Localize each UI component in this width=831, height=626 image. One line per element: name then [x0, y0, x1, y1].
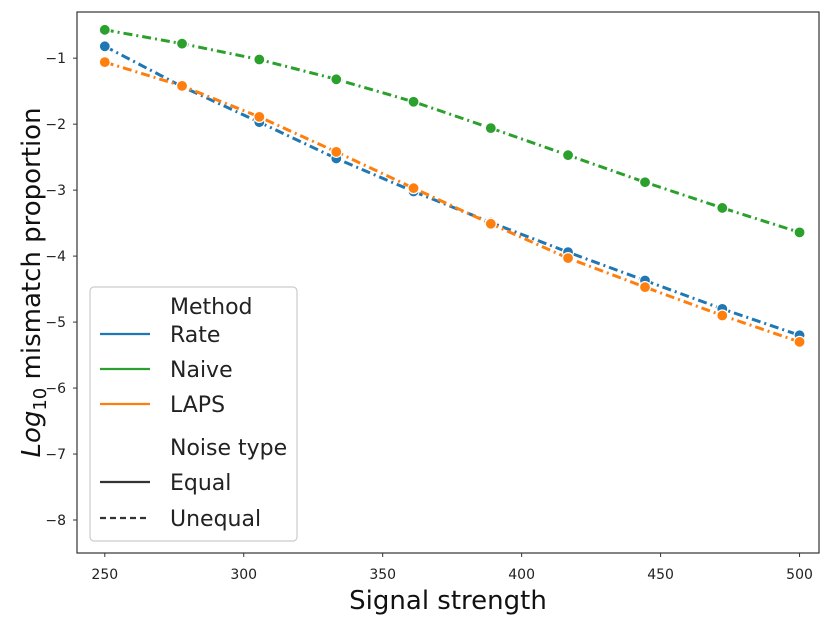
- legend-title-noise: Noise type: [170, 436, 287, 461]
- data-point-naive: [98, 23, 111, 36]
- x-tick-label: 400: [508, 567, 535, 583]
- y-tick-label: −6: [45, 381, 66, 397]
- data-point-laps: [638, 281, 652, 294]
- series-line-naive: [104, 28, 800, 234]
- x-tick-label: 250: [91, 567, 118, 583]
- y-tick-label: −7: [45, 447, 66, 463]
- y-tick-label: −2: [45, 117, 66, 133]
- x-tick-label: 300: [230, 567, 257, 583]
- data-point-naive: [175, 37, 189, 50]
- data-point-laps: [793, 335, 806, 348]
- data-point-naive: [484, 122, 497, 135]
- legend-label-naive: Naive: [170, 358, 233, 383]
- series-group: [98, 23, 806, 348]
- x-tick-label: 350: [369, 567, 396, 583]
- x-tick-label: 450: [647, 567, 674, 583]
- data-point-naive: [716, 201, 729, 215]
- y-tick-label: −5: [45, 315, 66, 331]
- data-point-laps: [253, 110, 266, 124]
- data-point-naive: [330, 73, 343, 86]
- legend-label-equal: Equal: [170, 471, 231, 496]
- data-point-rate: [98, 40, 111, 53]
- data-point-naive: [407, 95, 420, 108]
- data-point-laps: [98, 56, 111, 69]
- y-tick-label: −4: [45, 249, 66, 265]
- legend-title-method: Method: [170, 295, 253, 320]
- y-axis-label: Log10 mismatch proportion: [17, 107, 51, 457]
- series-line-laps: [104, 60, 801, 344]
- data-point-laps: [407, 182, 420, 195]
- data-point-laps: [330, 145, 343, 158]
- legend-label-laps: LAPS: [170, 393, 225, 418]
- y-axis-label-group: Log10 mismatch proportion: [17, 107, 51, 457]
- data-point-naive: [253, 53, 266, 66]
- y-axis-label-main: Log: [17, 411, 47, 458]
- data-point-naive: [638, 176, 652, 189]
- y-tick-label: −1: [45, 51, 66, 67]
- y-axis-label-rest: mismatch proportion: [17, 107, 47, 387]
- plot-area: [76, 11, 820, 554]
- data-point-laps: [716, 309, 729, 322]
- y-tick-label: −3: [45, 183, 66, 199]
- series-line-rate: [104, 44, 801, 337]
- x-axis-label: Signal strength: [349, 586, 547, 616]
- y-axis-ticks: −1 −2 −3 −4 −5 −6 −7 −8: [45, 51, 77, 529]
- y-tick-label: −8: [45, 513, 66, 529]
- data-point-naive: [561, 149, 575, 162]
- legend-box: [89, 286, 298, 542]
- data-point-laps: [561, 251, 575, 265]
- data-point-naive: [793, 226, 806, 239]
- x-tick-label: 500: [786, 567, 813, 583]
- y-axis-label-subscript: 10: [30, 388, 51, 411]
- legend-label-unequal: Unequal: [170, 507, 261, 532]
- data-point-laps: [484, 217, 497, 230]
- data-point-laps: [175, 79, 189, 92]
- legend-label-rate: Rate: [170, 323, 220, 348]
- legend: Method Rate Naive LAPS Noise type Equal …: [89, 286, 298, 542]
- x-axis-ticks: 250 300 350 400 450 500: [91, 553, 813, 583]
